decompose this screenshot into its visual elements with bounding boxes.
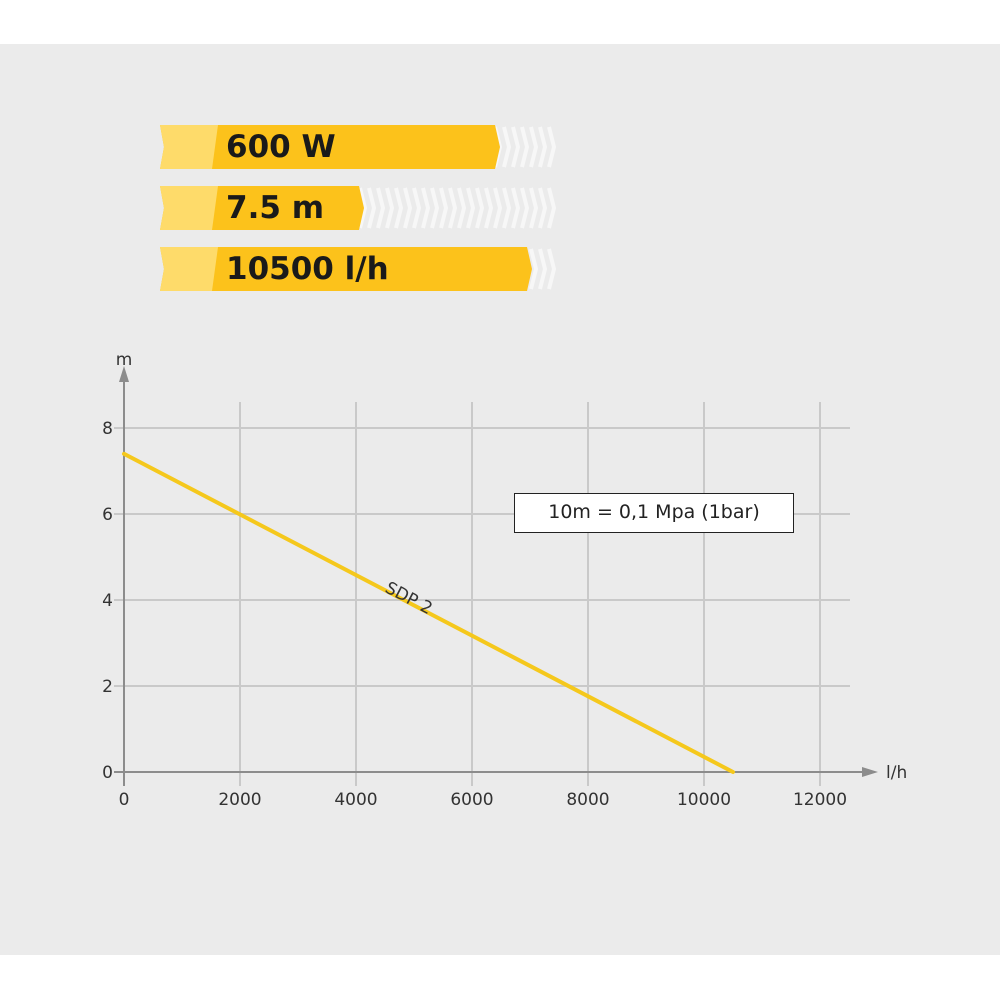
ghost-chevron xyxy=(547,126,557,168)
spec-level-fill xyxy=(160,247,532,291)
x-tick-label: 4000 xyxy=(334,790,377,810)
spec-bar-power: 600 W xyxy=(160,125,560,169)
ghost-chevron xyxy=(367,187,377,229)
ghost-chevron xyxy=(421,187,431,229)
spec-bar-flow-graphic xyxy=(160,247,557,291)
spec-bar-flow: 10500 l/h xyxy=(160,247,560,291)
y-tick-label: 6 xyxy=(102,505,113,525)
ghost-chevron xyxy=(484,187,494,229)
x-tick-label: 8000 xyxy=(566,790,609,810)
ghost-chevron xyxy=(529,126,539,168)
ghost-chevron xyxy=(529,187,539,229)
ghost-chevron xyxy=(412,187,422,229)
ghost-chevron xyxy=(448,187,458,229)
ghost-chevron xyxy=(520,126,530,168)
spec-flow-label: 10500 l/h xyxy=(226,251,389,287)
y-tick-label: 8 xyxy=(102,419,113,439)
spec-bar-height: 7.5 m xyxy=(160,186,560,230)
ghost-chevron xyxy=(376,187,386,229)
x-axis-arrow xyxy=(862,767,878,777)
x-tick-label: 2000 xyxy=(218,790,261,810)
ghost-chevron xyxy=(511,187,521,229)
ghost-chevron xyxy=(493,187,503,229)
spec-height-label: 7.5 m xyxy=(226,190,325,226)
ghost-chevron xyxy=(547,248,557,290)
ghost-chevron xyxy=(466,187,476,229)
ghost-chevron xyxy=(538,187,548,229)
ghost-chevron xyxy=(511,126,521,168)
y-tick-label: 2 xyxy=(102,677,113,697)
ghost-chevron xyxy=(439,187,449,229)
x-unit-label: l/h xyxy=(886,763,907,783)
spec-level-fill xyxy=(160,125,500,169)
spec-accent-wedge xyxy=(160,125,218,169)
spec-power-label: 600 W xyxy=(226,129,336,165)
series-line xyxy=(122,451,735,774)
x-tick-label: 6000 xyxy=(450,790,493,810)
y-unit-label: m xyxy=(116,350,133,370)
ghost-chevron xyxy=(502,187,512,229)
spec-bar-height-graphic xyxy=(160,186,557,230)
ghost-chevron xyxy=(538,248,548,290)
y-axis-arrow xyxy=(119,366,129,382)
ghost-chevron xyxy=(403,187,413,229)
ghost-chevron xyxy=(475,187,485,229)
spec-accent-wedge xyxy=(160,247,218,291)
y-tick-label: 0 xyxy=(102,763,113,783)
ghost-chevron xyxy=(529,248,539,290)
ghost-chevron xyxy=(394,187,404,229)
series-label: SDP 2 xyxy=(382,578,436,619)
x-tick-label: 10000 xyxy=(677,790,731,810)
ghost-chevron xyxy=(538,126,548,168)
spec-bar-power-graphic xyxy=(160,125,557,169)
ghost-chevron xyxy=(457,187,467,229)
y-tick-label: 4 xyxy=(102,591,113,611)
pressure-note: 10m = 0,1 Mpa (1bar) xyxy=(514,493,794,533)
ghost-chevron xyxy=(502,126,512,168)
ghost-chevron xyxy=(358,187,368,229)
ghost-chevron xyxy=(385,187,395,229)
x-tick-label: 12000 xyxy=(793,790,847,810)
ghost-chevron xyxy=(520,187,530,229)
spec-accent-wedge xyxy=(160,186,218,230)
x-tick-label: 0 xyxy=(119,790,130,810)
ghost-chevron xyxy=(430,187,440,229)
ghost-chevron xyxy=(547,187,557,229)
